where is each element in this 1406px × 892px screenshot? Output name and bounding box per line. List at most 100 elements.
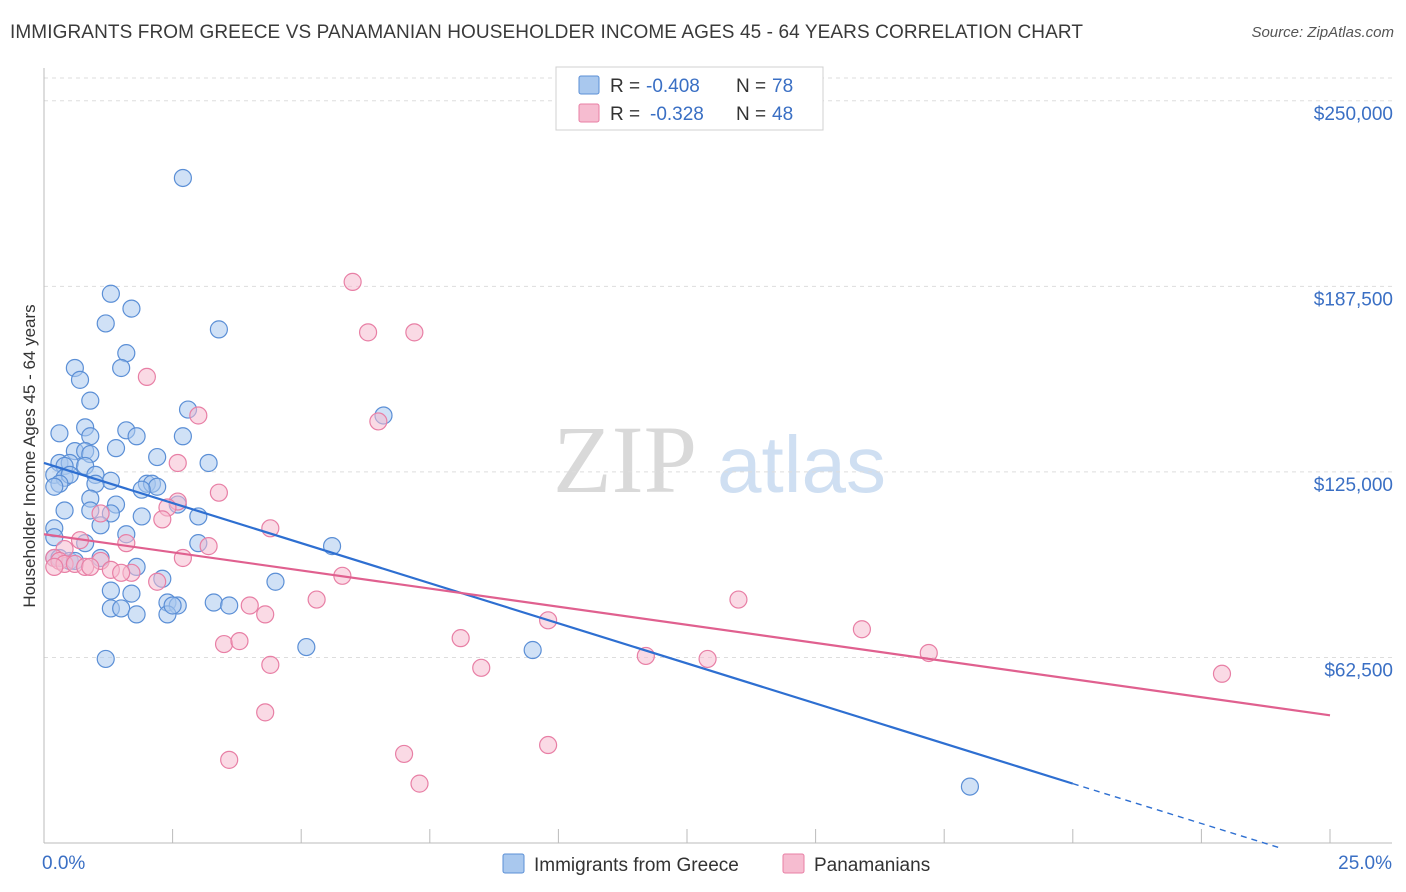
panamanians-point-45 (1212, 664, 1232, 683)
watermark-zip: ZIP (553, 406, 697, 513)
panamanians-point-34 (240, 596, 259, 615)
watermark-atlas: atlas (717, 420, 886, 509)
legend-greece-n-value: 78 (772, 76, 793, 97)
panamanians-point-47 (539, 735, 558, 755)
greece-point-43 (55, 501, 74, 520)
greece-point-3 (96, 314, 115, 333)
x-axis-ticks (43, 829, 1331, 843)
series-panamanians-points (45, 272, 1232, 793)
greece-point-70 (112, 599, 131, 618)
greece-point-0 (173, 168, 192, 188)
greece-point-76 (960, 777, 980, 796)
panamanians-point-43 (261, 655, 280, 674)
x-tick-label-max: 25.0% (1338, 853, 1392, 874)
y-axis-tick-labels: $62,500 $125,000 $187,500 $250,000 (1314, 104, 1393, 682)
trend-lines (43, 461, 1331, 849)
greece-point-18 (106, 439, 126, 458)
panamanians-point-6 (168, 453, 187, 473)
chart-title: IMMIGRANTS FROM GREECE VS PANAMANIAN HOU… (10, 22, 1084, 43)
watermark: ZIP atlas (553, 406, 886, 513)
top-legend-box (555, 66, 824, 131)
panamanians-point-15 (199, 537, 218, 556)
panamanians-point-50 (410, 774, 429, 793)
gridlines (44, 77, 1392, 658)
panamanians-point-44 (472, 658, 491, 677)
y-tick-label-3: $250,000 (1314, 104, 1393, 125)
legend-panamanians-r-label: R = (610, 104, 640, 125)
chart-source: Source: ZipAtlas.com (1251, 24, 1394, 41)
panamanians-point-2 (405, 323, 424, 342)
panamanians-point-38 (214, 634, 234, 654)
panamanians-point-3 (137, 367, 156, 386)
bottom-legend-swatch-panamanians (782, 853, 805, 874)
panamanians-point-48 (394, 744, 414, 764)
greece-point-77 (163, 596, 182, 615)
panamanians-point-0 (343, 272, 362, 291)
greece-point-8 (70, 370, 90, 389)
panamanians-point-27 (148, 572, 167, 591)
top-legend: R = -0.408 N = 78 R = -0.328 N = 48 (555, 66, 824, 131)
panamanians-point-37 (451, 629, 470, 648)
trend-line-panamanians (43, 533, 1331, 717)
greece-point-74 (523, 640, 542, 660)
greece-point-47 (132, 507, 151, 526)
greece-point-75 (96, 649, 115, 669)
greece-point-73 (297, 637, 316, 657)
greece-point-62 (266, 572, 285, 591)
panamanians-point-4 (189, 406, 208, 425)
panamanians-point-12 (117, 534, 136, 553)
greece-point-12 (50, 424, 69, 443)
greece-point-67 (204, 593, 223, 612)
greece-point-1 (101, 284, 120, 303)
x-tick-label-min: 0.0% (42, 853, 85, 874)
y-axis-title: Householder Income Ages 45 - 64 years (20, 304, 39, 607)
panamanians-point-32 (729, 590, 748, 609)
greece-point-26 (148, 447, 167, 467)
panamanians-point-36 (852, 620, 871, 639)
greece-point-63 (101, 581, 120, 600)
panamanians-point-10 (91, 504, 110, 523)
greece-point-7 (112, 358, 131, 378)
legend-greece-n-label: N = (736, 76, 766, 97)
legend-swatch-greece (578, 75, 600, 95)
greece-point-71 (127, 605, 146, 624)
panamanians-point-33 (256, 605, 275, 624)
y-tick-label-0: $62,500 (1324, 660, 1393, 681)
greece-point-4 (209, 320, 228, 339)
legend-swatch-panamanians (578, 103, 600, 123)
panamanians-point-7 (209, 483, 228, 502)
legend-greece-r-value: -0.408 (646, 76, 700, 97)
bottom-legend-label-panamanians: Panamanians (814, 855, 930, 876)
greece-point-15 (127, 427, 146, 446)
panamanians-point-39 (230, 632, 249, 651)
bottom-legend-swatch-greece (502, 853, 525, 874)
panamanians-point-41 (698, 649, 717, 669)
panamanians-point-46 (256, 703, 275, 722)
greece-point-36 (148, 477, 167, 496)
panamanians-point-29 (81, 557, 100, 576)
greece-point-38 (45, 477, 64, 496)
greece-point-68 (220, 596, 239, 615)
panamanians-point-49 (220, 750, 239, 769)
legend-panamanians-n-label: N = (736, 104, 766, 125)
bottom-legend-label-greece: Immigrants from Greece (534, 855, 739, 876)
panamanians-point-5 (369, 412, 388, 431)
legend-greece-r-label: R = (610, 76, 640, 97)
legend-panamanians-r-value: -0.328 (650, 104, 704, 125)
panamanians-point-13 (153, 510, 172, 529)
panamanians-point-1 (358, 323, 378, 342)
greece-point-9 (81, 391, 100, 410)
panamanians-point-26 (112, 563, 131, 582)
greece-point-16 (173, 427, 192, 446)
greece-point-2 (122, 299, 141, 318)
panamanians-point-30 (45, 557, 64, 576)
bottom-legend: Immigrants from Greece Panamanians (502, 853, 930, 876)
greece-point-27 (199, 453, 218, 473)
greece-point-64 (122, 584, 141, 603)
trend-line-greece-extension (1072, 782, 1279, 849)
legend-panamanians-n-value: 48 (772, 104, 793, 125)
trend-line-greece (43, 461, 1074, 785)
panamanians-point-31 (307, 590, 326, 609)
y-tick-label-1: $125,000 (1314, 475, 1393, 496)
